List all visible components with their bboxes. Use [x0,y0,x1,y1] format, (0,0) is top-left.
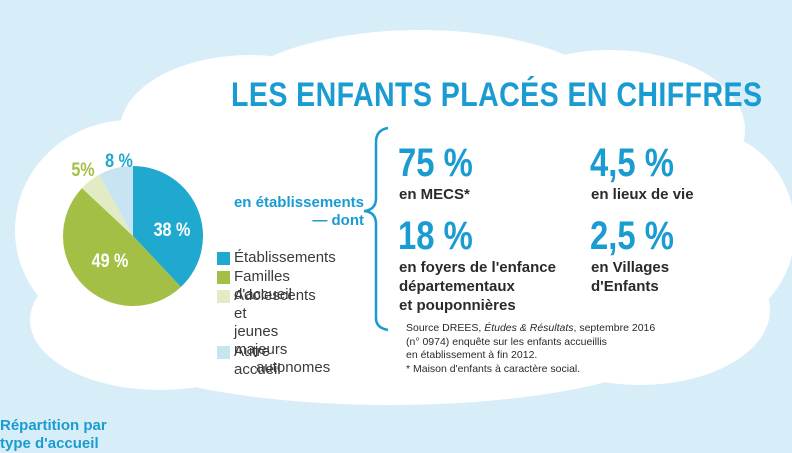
source-date: , septembre 2016 [573,322,656,334]
stat-desc-villages-line: d'Enfants [591,278,659,295]
legend-label-line: Familles d'accueil [234,268,292,303]
bracket-line [363,126,389,332]
page-title: LES ENFANTS PLACÉS EN CHIFFRES [231,76,763,114]
legend-label-line: autonomes [256,359,331,376]
legend-swatch [217,271,230,284]
legend-label: Autre accueil [234,343,281,379]
establishments-label-line2: — dont [312,212,364,229]
stat-value-mecs: 75 % [398,141,473,185]
source-line2: (n° 0974) enquête sur les enfants accuei… [406,335,607,348]
legend-label-line: Adolescents et [234,287,316,322]
pie-label-etablissements: 38 % [154,219,191,241]
pie-slice-autre-accueil [99,166,133,236]
legend-label-line: Autre accueil [234,343,281,378]
pie-label-adolescents: 5% [71,159,95,181]
legend-label: Établissements [234,249,336,267]
legend-label-line: Établissements [234,249,336,266]
stat-desc-foyers-line: départementaux [399,278,515,295]
legend-swatch [217,346,230,359]
stat-value-villages: 2,5 % [590,214,674,258]
legend-swatch [217,290,230,303]
legend-label: Adolescents et jeunes majeurs autonomes [234,287,330,377]
source-footnote: * Maison d'enfants à caractère social. [406,362,581,375]
establishments-label-line1: en établissements [233,194,364,211]
chart-subtitle: Répartition par type d'accueil [0,417,107,452]
stat-value-lieux-de-vie: 4,5 % [590,141,674,185]
establishments-label-suffix: dont [331,212,364,229]
stat-desc-foyers-line: et pouponnières [399,297,516,314]
pie-slice-familles-accueil [62,188,181,307]
legend-label: Familles d'accueil [234,268,292,304]
stat-desc-foyers: en foyers de l'enfance départementaux et… [399,258,556,315]
stat-desc-foyers-line: en foyers de l'enfance [399,259,556,276]
stat-desc-villages-line: en Villages [591,259,670,276]
pie-slice-etablissements [133,166,204,288]
pie-chart: 38 % 49 % 5% 8 % [62,150,204,307]
pie-label-autre-accueil: 8 % [105,150,133,172]
stat-desc-villages: en Villages d'Enfants [591,258,669,296]
establishments-label: en établissements — dont [229,194,364,230]
cloud-background [15,30,792,405]
source-line3: en établissement à fin 2012. [406,349,538,361]
pie-slice-adolescents [81,174,133,236]
source-prefix: Source DREES, [406,322,485,334]
legend-swatch [217,252,230,265]
source-note: Source DREES, Études & Résultats, septem… [406,322,655,376]
source-line1: Source DREES, Études & Résultats, septem… [406,322,655,336]
pie-label-familles-accueil: 49 % [92,250,129,272]
stat-desc-lieux-de-vie: en lieux de vie [591,186,694,203]
stat-value-foyers: 18 % [398,214,473,258]
source-publication: Études & Résultats [484,322,574,334]
stat-desc-mecs: en MECS* [399,186,470,203]
legend-label-line: jeunes majeurs [234,323,288,358]
infographic: LES ENFANTS PLACÉS EN CHIFFRES Répartiti… [0,30,792,452]
